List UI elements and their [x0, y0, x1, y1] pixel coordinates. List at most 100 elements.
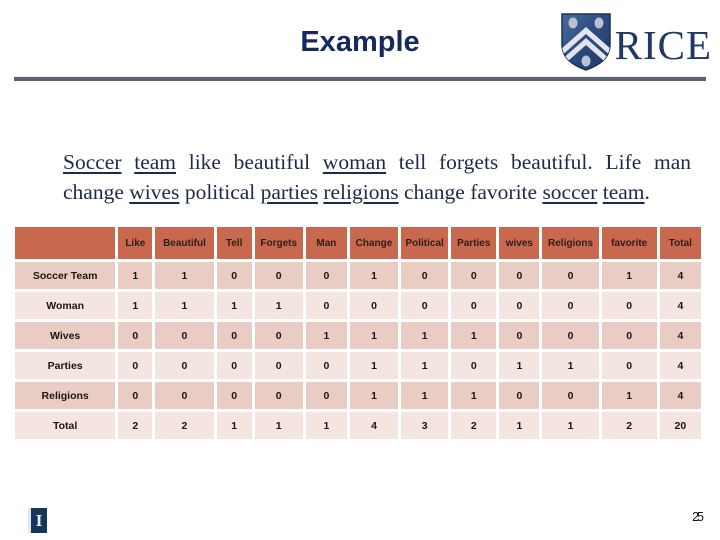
- table-cell: 4: [659, 292, 701, 319]
- table-cell: 1: [254, 292, 303, 319]
- table-cell: 1: [155, 262, 214, 289]
- table-cell: 0: [216, 262, 252, 289]
- body-paragraph: Soccer team like beautiful woman tell fo…: [63, 147, 691, 207]
- table-row: Total 2 2 1 1 1 4 3 2 1 1 2 20: [15, 412, 701, 439]
- table-cell: 0: [216, 322, 252, 349]
- table-cell: 1: [601, 382, 657, 409]
- table-cell: 0: [155, 322, 214, 349]
- rice-logo: RICE: [560, 12, 712, 77]
- paragraph-text: tell forgets beautiful. Life man change: [63, 149, 692, 204]
- table-cell: 1: [155, 292, 214, 319]
- underlined-term: religions: [323, 179, 399, 204]
- table-cell: 0: [451, 352, 497, 379]
- table-cell: 1: [499, 412, 540, 439]
- table-cell: 1: [349, 262, 399, 289]
- table-header-cell: wives: [499, 227, 540, 259]
- table-header-cell: Parties: [451, 227, 497, 259]
- table-cell: 0: [254, 352, 303, 379]
- table-row-label: Soccer Team: [15, 262, 116, 289]
- rice-wordmark: RICE: [614, 22, 712, 68]
- table-header-cell: Political: [401, 227, 449, 259]
- table-row-label: Parties: [15, 352, 116, 379]
- table-row: Religions 0 0 0 0 0 1 1 1 0 0 1 4: [15, 382, 701, 409]
- table-row-label: Woman: [15, 292, 116, 319]
- table-cell: 1: [118, 262, 153, 289]
- underlined-term: soccer: [542, 179, 598, 204]
- table-cell: 1: [216, 412, 252, 439]
- table-cell: 0: [499, 262, 540, 289]
- table-cell: 20: [659, 412, 701, 439]
- table-cell: 2: [155, 412, 214, 439]
- table-body: Soccer Team 1 1 0 0 0 1 0 0 0 0 1 4 Woman 1 1 1 1 0 0 0 0 0 0 0 4…: [15, 262, 701, 439]
- table-cell: 0: [216, 352, 252, 379]
- table-cell: 0: [451, 262, 497, 289]
- table-header-cell: Beautiful: [155, 227, 214, 259]
- table-cell: 1: [305, 412, 347, 439]
- table-cell: 1: [305, 322, 347, 349]
- table-cell: 4: [659, 352, 701, 379]
- table-header-cell: Change: [349, 227, 399, 259]
- table-cell: 2: [118, 412, 153, 439]
- table-cell: 1: [401, 352, 449, 379]
- image-placeholder-icon: I: [28, 508, 47, 533]
- underlined-term: parties: [260, 179, 318, 204]
- page-title: Example: [300, 26, 420, 58]
- table-cell: 1: [118, 292, 153, 319]
- table-cell: 2: [451, 412, 497, 439]
- table-header-cell: favorite: [601, 227, 657, 259]
- table-cell: 0: [118, 322, 153, 349]
- table-cell: 0: [305, 292, 347, 319]
- table-cell: 0: [499, 292, 540, 319]
- table-header-cell: Tell: [216, 227, 252, 259]
- paragraph-text: political: [179, 179, 261, 204]
- table-cell: 0: [601, 322, 657, 349]
- underlined-term: wives: [129, 179, 180, 204]
- table-header-cell: Forgets: [254, 227, 303, 259]
- table-cell: 0: [349, 292, 399, 319]
- underlined-term: woman: [322, 149, 387, 174]
- table-cell: 1: [601, 262, 657, 289]
- table-cell: 0: [499, 322, 540, 349]
- table-cell: 4: [349, 412, 399, 439]
- table-cell: 1: [542, 412, 599, 439]
- paragraph-text: [122, 150, 135, 174]
- table-row: Wives 0 0 0 0 1 1 1 1 0 0 0 4: [15, 322, 701, 349]
- table-cell: 0: [401, 292, 449, 319]
- table-header-cell: [15, 227, 116, 259]
- title-divider: [14, 76, 706, 81]
- paragraph-text: like beautiful: [176, 149, 323, 174]
- page-number: 25: [692, 510, 704, 524]
- table-row-label: Total: [15, 412, 116, 439]
- table-cell: 1: [401, 382, 449, 409]
- table-cell: 0: [305, 352, 347, 379]
- table-cell: 0: [155, 382, 214, 409]
- table-cell: 0: [499, 382, 540, 409]
- table-header-row: Like Beautiful Tell Forgets Man Change Politic…: [15, 227, 701, 259]
- table-cell: 0: [601, 352, 657, 379]
- table-cell: 1: [451, 382, 497, 409]
- table-cell: 4: [659, 262, 701, 289]
- table-cell: 0: [451, 292, 497, 319]
- table-cell: 1: [542, 352, 599, 379]
- table-cell: 0: [155, 352, 214, 379]
- word-frequency-table: Like Beautiful Tell Forgets Man Change Politic…: [12, 224, 704, 442]
- table-cell: 1: [349, 382, 399, 409]
- table-cell: 0: [305, 382, 347, 409]
- table-header-cell: Religions: [542, 227, 599, 259]
- table-cell: 0: [401, 262, 449, 289]
- table-cell: 0: [601, 292, 657, 319]
- table-cell: 0: [305, 262, 347, 289]
- paragraph-text: .: [644, 179, 650, 204]
- table-row: Soccer Team 1 1 0 0 0 1 0 0 0 0 1 4: [15, 262, 701, 289]
- table-cell: 1: [254, 412, 303, 439]
- table-cell: 4: [659, 382, 701, 409]
- table-cell: 1: [216, 292, 252, 319]
- table-cell: 0: [118, 382, 153, 409]
- table-cell: 2: [601, 412, 657, 439]
- table-cell: 0: [254, 322, 303, 349]
- underlined-term: team: [134, 149, 177, 174]
- table-cell: 1: [451, 322, 497, 349]
- table-cell: 0: [542, 382, 599, 409]
- table-row: Woman 1 1 1 1 0 0 0 0 0 0 0 4: [15, 292, 701, 319]
